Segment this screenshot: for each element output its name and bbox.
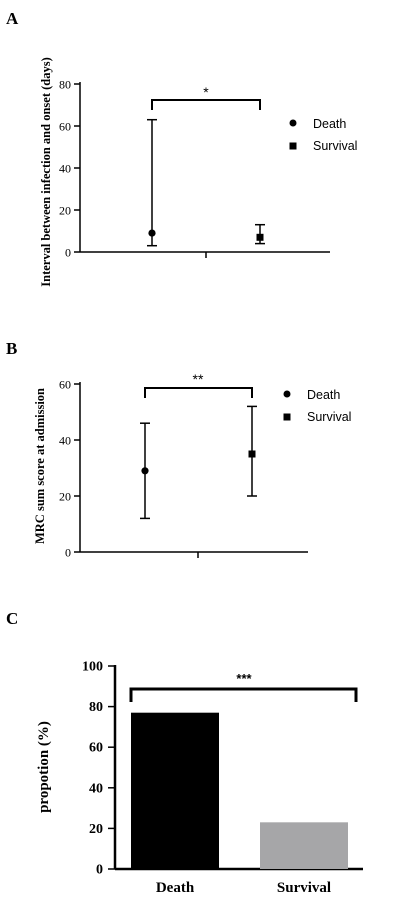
panel-b-survival-point — [248, 450, 256, 458]
panel-a-y-tick-label: 0 — [65, 246, 71, 260]
panel-b-legend-survival-marker — [283, 413, 291, 421]
panel-a-y-tick-label: 40 — [59, 162, 71, 176]
panel-a-y-tick-label: 80 — [59, 78, 71, 92]
panel-c-y-axis-label: propotion (%) — [36, 721, 52, 813]
panel-b-y-axis-label: MRC sum score at admission — [33, 388, 47, 544]
panel-b-legend-death: Death — [307, 388, 340, 402]
panel-c-y-tick-label: 100 — [82, 660, 103, 675]
panel-b-y-tick-label: 0 — [65, 546, 71, 560]
panel-c-y-tick-label: 20 — [89, 822, 103, 837]
panel-c-y-tick-label: 80 — [89, 700, 103, 715]
panel-c-bar-survival — [260, 822, 348, 869]
panel-a: A Interval between infection and onset (… — [6, 9, 357, 287]
panel-a-survival-point — [256, 233, 264, 241]
panel-b-legend-survival: Survival — [307, 410, 351, 424]
panel-a-significance-bracket — [151, 99, 261, 110]
panel-c-significance-bracket — [129, 687, 358, 702]
panel-b-significance-bracket — [144, 387, 253, 398]
panel-a-y-tick-label: 20 — [59, 204, 71, 218]
panel-a-legend: Death Survival — [289, 117, 357, 153]
panel-a-legend-death: Death — [313, 117, 346, 131]
panel-b-letter: B — [6, 339, 17, 358]
panel-a-death-point — [148, 229, 156, 237]
panel-b-y-tick-label: 60 — [59, 378, 71, 392]
panel-c-y-tick-label: 40 — [89, 781, 103, 796]
panel-c-category-label-death: Death — [156, 880, 195, 896]
panel-b-legend: Death Survival — [283, 388, 351, 424]
panel-b-significance-label: ** — [193, 371, 204, 387]
panel-a-y-tick-label: 60 — [59, 120, 71, 134]
panel-b-legend-death-marker — [283, 390, 291, 398]
panel-c-y-tick-label: 0 — [96, 863, 103, 878]
panel-b-y-tick-label: 20 — [59, 490, 71, 504]
panel-a-significance-label: * — [203, 84, 209, 100]
panel-a-legend-survival-marker — [289, 142, 297, 150]
panel-c-significance-label: *** — [236, 671, 252, 686]
panel-a-legend-survival: Survival — [313, 139, 357, 153]
panel-a-legend-death-marker — [289, 119, 297, 127]
panel-a-death-errorbar — [147, 118, 157, 247]
panel-c-bar-death — [131, 712, 219, 869]
panel-c-category-label-survival: Survival — [277, 880, 331, 896]
panel-b-y-tick-label: 40 — [59, 434, 71, 448]
panel-c-letter: C — [6, 609, 18, 628]
panel-a-y-axis-label: Interval between infection and onset (da… — [39, 57, 53, 287]
panel-c: C propotion (%) 0 20 40 60 80 100 Death Surviv… — [6, 609, 363, 896]
panel-c-y-tick-label: 60 — [89, 741, 103, 756]
panel-b-death-point — [141, 467, 149, 475]
panel-a-letter: A — [6, 9, 19, 28]
